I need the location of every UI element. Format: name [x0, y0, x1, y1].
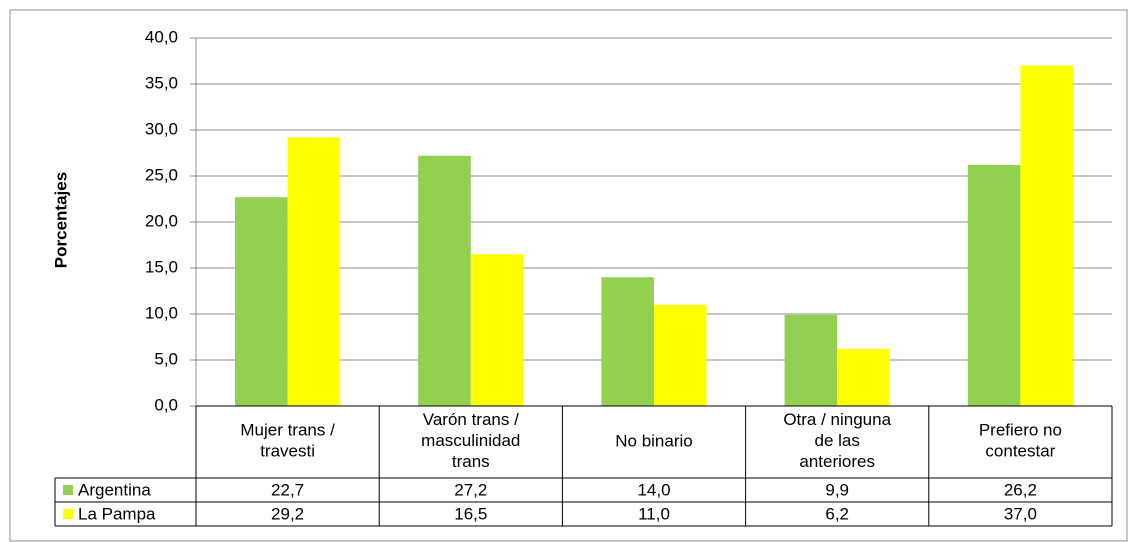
table-value: 26,2 — [1004, 480, 1037, 499]
y-tick-label: 0,0 — [154, 395, 178, 414]
y-tick-label: 5,0 — [154, 349, 178, 368]
table-value: 27,2 — [454, 480, 487, 499]
table-value: 29,2 — [271, 504, 304, 523]
x-tick-label: No binario — [615, 431, 693, 450]
y-axis-label: Porcentajes — [51, 172, 70, 268]
chart-frame — [9, 9, 1128, 542]
y-tick-label: 10,0 — [145, 303, 178, 322]
x-tick-label: Varón trans / masculinidad trans — [421, 410, 520, 471]
bar — [1020, 65, 1073, 406]
table-value: 6,2 — [825, 504, 849, 523]
x-tick-label: Prefiero no contestar — [979, 421, 1062, 461]
bar — [418, 155, 471, 406]
y-tick-label: 20,0 — [145, 211, 178, 230]
y-tick-label: 25,0 — [145, 165, 178, 184]
bar — [470, 254, 524, 406]
legend-key — [63, 485, 73, 495]
table-value: 14,0 — [637, 480, 670, 499]
x-tick-label: Otra / ninguna de las anteriores — [783, 410, 891, 471]
x-tick-label: Mujer trans / travesti — [240, 421, 335, 461]
y-tick-label: 30,0 — [145, 119, 178, 138]
y-tick-label: 40,0 — [145, 27, 178, 46]
bar — [287, 137, 341, 407]
bar — [837, 348, 890, 406]
bar — [235, 197, 288, 406]
bar — [967, 164, 1021, 406]
legend-label: Argentina — [78, 480, 151, 499]
table-value: 9,9 — [825, 480, 849, 499]
bar — [601, 277, 654, 406]
table-value: 11,0 — [638, 504, 670, 523]
bar — [784, 314, 838, 406]
y-tick-label: 35,0 — [145, 73, 178, 92]
table-value: 37,0 — [1004, 504, 1037, 523]
legend-label: La Pampa — [78, 504, 156, 523]
legend-key — [63, 509, 73, 519]
table-value: 16,5 — [454, 504, 487, 523]
y-tick-label: 15,0 — [145, 257, 178, 276]
table-value: 22,7 — [271, 480, 304, 499]
bar — [654, 304, 707, 406]
